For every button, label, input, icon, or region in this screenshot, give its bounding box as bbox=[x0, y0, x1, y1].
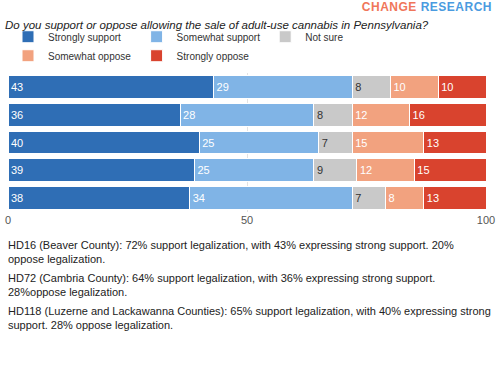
svg-text:Somewhat support: Somewhat support bbox=[177, 32, 261, 43]
html-text:CHANGE RESEARCH: CHANGE RESEARCH bbox=[361, 0, 492, 14]
svg-text:15: 15 bbox=[417, 164, 429, 176]
svg-text:Do you support or oppose allow: Do you support or oppose allowing the sa… bbox=[5, 19, 429, 31]
svg-text:13: 13 bbox=[427, 137, 439, 149]
svg-text:0: 0 bbox=[5, 214, 11, 226]
svg-text:39: 39 bbox=[11, 164, 23, 176]
svg-text:25: 25 bbox=[202, 137, 214, 149]
svg-text:100: 100 bbox=[477, 214, 495, 226]
svg-text:8: 8 bbox=[389, 192, 395, 204]
svg-text:10: 10 bbox=[393, 81, 405, 93]
svg-text:16: 16 bbox=[413, 109, 425, 121]
html-text:HD118 (Luzerne and Lackawanna: HD118 (Luzerne and Lackawanna Counties):… bbox=[8, 305, 491, 331]
svg-text:Somewhat oppose: Somewhat oppose bbox=[48, 51, 131, 62]
svg-text:7: 7 bbox=[355, 192, 361, 204]
svg-text:13: 13 bbox=[427, 192, 439, 204]
svg-text:34: 34 bbox=[193, 192, 205, 204]
svg-text:7: 7 bbox=[322, 137, 328, 149]
svg-text:Strongly oppose: Strongly oppose bbox=[177, 51, 250, 62]
svg-text:12: 12 bbox=[360, 164, 372, 176]
svg-text:50: 50 bbox=[241, 214, 253, 226]
svg-text:40: 40 bbox=[11, 137, 23, 149]
svg-text:28: 28 bbox=[183, 109, 195, 121]
svg-text:10: 10 bbox=[441, 81, 453, 93]
svg-text:43: 43 bbox=[11, 81, 23, 93]
svg-text:8: 8 bbox=[317, 109, 323, 121]
svg-text:Strongly support: Strongly support bbox=[48, 32, 121, 43]
svg-text:12: 12 bbox=[355, 109, 367, 121]
html-text:HD16 (Beaver County): 72% supp: HD16 (Beaver County): 72% support legali… bbox=[8, 239, 454, 265]
svg-text:8: 8 bbox=[355, 81, 361, 93]
svg-text:36: 36 bbox=[11, 109, 23, 121]
svg-text:9: 9 bbox=[317, 164, 323, 176]
svg-text:38: 38 bbox=[11, 192, 23, 204]
html-text:HD72 (Cambria County): 64% sup: HD72 (Cambria County): 64% support legal… bbox=[8, 272, 436, 298]
svg-text:15: 15 bbox=[355, 137, 367, 149]
svg-text:Not sure: Not sure bbox=[305, 32, 343, 43]
svg-text:25: 25 bbox=[197, 164, 209, 176]
svg-text:29: 29 bbox=[217, 81, 229, 93]
